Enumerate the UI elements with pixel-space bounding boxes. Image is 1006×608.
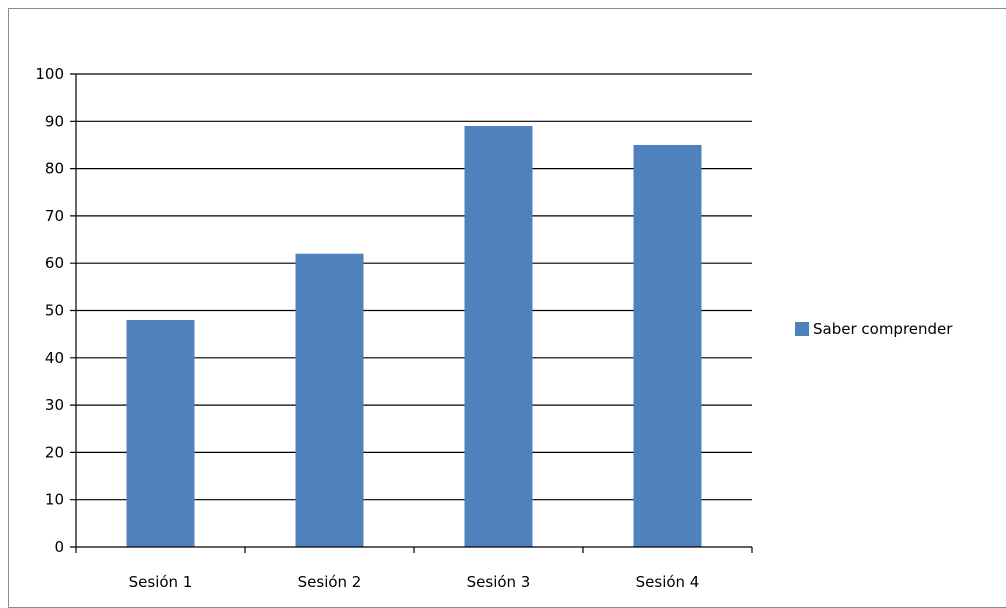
legend-label-saber-comprender: Saber comprender	[813, 320, 953, 338]
bar-sesión-1	[126, 319, 195, 547]
x-tick-label-sesión-2: Sesión 2	[298, 573, 362, 591]
bar-sesión-4	[633, 144, 702, 547]
y-tick-label-20: 20	[45, 443, 64, 461]
y-tick-label-70: 70	[45, 207, 64, 225]
y-tick-label-100: 100	[35, 65, 64, 83]
legend: Saber comprender	[795, 318, 952, 340]
y-tick-labels: 0 10 20 30 40 50 60 70 80 90 100	[35, 65, 64, 556]
y-tick-label-0: 0	[54, 538, 64, 556]
bar-sesión-3	[464, 126, 533, 547]
y-tick-label-50: 50	[45, 302, 64, 320]
axes	[70, 74, 753, 553]
y-tick-label-60: 60	[45, 254, 64, 272]
y-tick-label-40: 40	[45, 349, 64, 367]
y-tick-label-30: 30	[45, 396, 64, 414]
x-tick-label-sesión-1: Sesión 1	[129, 573, 193, 591]
y-tick-label-90: 90	[45, 112, 64, 130]
y-tick-label-10: 10	[45, 491, 64, 509]
legend-swatch-saber-comprender	[795, 322, 809, 336]
x-tick-label-sesión-4: Sesión 4	[636, 573, 700, 591]
bar-sesión-2	[295, 253, 364, 548]
bars	[126, 126, 702, 548]
x-tick-label-sesión-3: Sesión 3	[467, 573, 531, 591]
y-tick-label-80: 80	[45, 160, 64, 178]
x-tick-labels: Sesión 1 Sesión 2 Sesión 3 Sesión 4	[129, 573, 700, 591]
